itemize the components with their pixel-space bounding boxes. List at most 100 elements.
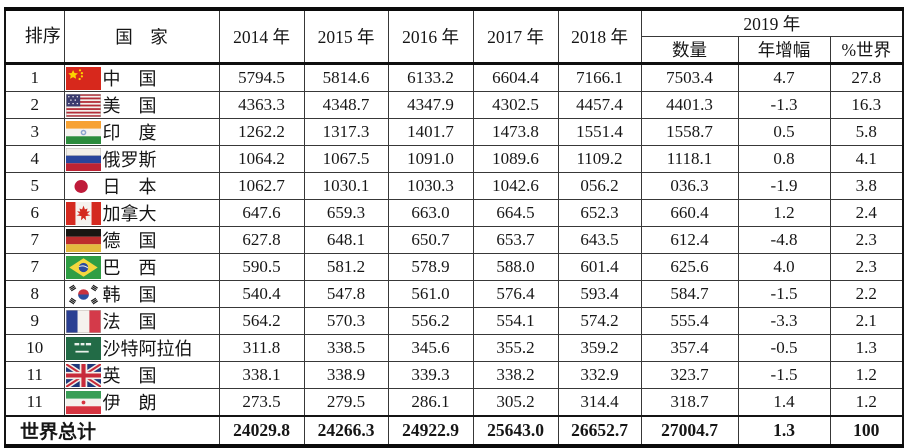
value-cell: 643.5 xyxy=(557,226,642,254)
country-cell: 印 度 xyxy=(63,118,220,146)
value-cell: 659.3 xyxy=(303,199,389,227)
value-cell: 4363.3 xyxy=(218,91,305,119)
value-cell: 647.6 xyxy=(218,199,305,227)
flag-icon-china xyxy=(65,66,101,90)
header-row-sub: 数量 年增幅 %世界 xyxy=(5,36,904,65)
country-cell: 德 国 xyxy=(63,226,220,254)
value-cell: -3.3 xyxy=(737,307,831,335)
value-cell: 547.8 xyxy=(303,280,389,308)
rank-cell: 2 xyxy=(4,91,65,119)
table-footer: 世界总计 24029.8 24266.3 24922.9 25643.0 266… xyxy=(4,415,904,447)
value-cell: 1089.6 xyxy=(472,145,559,173)
rank-cell: 10 xyxy=(4,334,65,362)
value-cell: 6604.4 xyxy=(472,63,559,92)
country-cell: 日 本 xyxy=(63,172,220,200)
table-row: 7 巴 西 590.5 581.2 578.9 588.0 601.4 625.6 4.0 2.3 xyxy=(4,253,904,281)
country-cell: 韩 国 xyxy=(63,280,220,308)
value-cell: 4348.7 xyxy=(303,91,389,119)
value-cell: 2.4 xyxy=(829,199,904,227)
value-cell: 1317.3 xyxy=(303,118,389,146)
value-cell: 625.6 xyxy=(640,253,739,281)
header-2019-growth: 年增幅 xyxy=(737,36,831,65)
rank-cell: 3 xyxy=(4,118,65,146)
total-row: 世界总计 24029.8 24266.3 24922.9 25643.0 266… xyxy=(4,415,904,447)
value-cell: 4401.3 xyxy=(640,91,739,119)
flag-icon-canada xyxy=(65,201,101,225)
value-cell: -4.8 xyxy=(737,226,831,254)
country-wrap: 加拿大 xyxy=(65,201,218,226)
value-cell: -1.5 xyxy=(737,361,831,389)
value-cell: 3.8 xyxy=(829,172,904,200)
country-cell: 英 国 xyxy=(63,361,220,389)
value-cell: 27.8 xyxy=(829,63,904,92)
value-cell: 561.0 xyxy=(387,280,474,308)
country-name: 沙特阿拉伯 xyxy=(102,339,193,359)
country-cell: 法 国 xyxy=(63,307,220,335)
country-wrap: 中 国 xyxy=(65,65,218,91)
rank-cell: 9 xyxy=(4,307,65,335)
value-cell: 4347.9 xyxy=(387,91,474,119)
value-cell: 1558.7 xyxy=(640,118,739,146)
value-cell: 2.1 xyxy=(829,307,904,335)
value-cell: 036.3 xyxy=(640,172,739,200)
value-cell: 1118.1 xyxy=(640,145,739,173)
value-cell: 1.3 xyxy=(829,334,904,362)
country-wrap: 美 国 xyxy=(65,93,218,118)
value-cell: 1473.8 xyxy=(472,118,559,146)
value-cell: -1.3 xyxy=(737,91,831,119)
flag-icon-india xyxy=(65,120,101,144)
header-row-main: 排序 国 家 2014 年 2015 年 2016 年 2017 年 2018 … xyxy=(4,8,904,65)
value-cell: 1064.2 xyxy=(218,145,305,173)
total-label: 世界总计 xyxy=(4,415,220,447)
value-cell: 554.1 xyxy=(472,307,559,335)
value-cell: 339.3 xyxy=(387,361,474,389)
flag-icon-south-korea xyxy=(65,282,101,306)
country-cell: 巴 西 xyxy=(63,253,220,281)
value-cell: 664.5 xyxy=(472,199,559,227)
value-cell: 7166.1 xyxy=(557,63,642,92)
value-cell: 357.4 xyxy=(640,334,739,362)
table-header: 排序 国 家 2014 年 2015 年 2016 年 2017 年 2018 … xyxy=(4,8,904,65)
flag-icon-russia xyxy=(65,147,101,171)
table-row: 3 印 度 1262.2 1317.3 1401.7 1473.8 1551.4 1558.7… xyxy=(4,118,904,146)
value-cell: 338.9 xyxy=(303,361,389,389)
value-cell: 2.3 xyxy=(829,226,904,254)
country-wrap: 日 本 xyxy=(65,174,218,199)
rank-cell: 1 xyxy=(4,63,65,92)
total-2019-growth: 1.3 xyxy=(737,415,831,447)
value-cell: 338.5 xyxy=(303,334,389,362)
value-cell: 1.2 xyxy=(737,199,831,227)
country-name: 中 国 xyxy=(102,69,157,89)
value-cell: 286.1 xyxy=(387,388,474,417)
value-cell: 2.2 xyxy=(829,280,904,308)
country-name: 德 国 xyxy=(102,231,157,251)
value-cell: 578.9 xyxy=(387,253,474,281)
value-cell: -1.9 xyxy=(737,172,831,200)
country-name: 伊 朗 xyxy=(102,393,157,413)
value-cell: 1091.0 xyxy=(387,145,474,173)
value-cell: 056.2 xyxy=(557,172,642,200)
value-cell: 556.2 xyxy=(387,307,474,335)
value-cell: 584.7 xyxy=(640,280,739,308)
value-cell: -0.5 xyxy=(737,334,831,362)
header-2019-world-share: %世界 xyxy=(829,36,904,65)
table-row: 11 伊 朗 273.5 279.5 286.1 305.2 314.4 318.7 1.4 1.… xyxy=(4,388,904,417)
header-2019-quantity: 数量 xyxy=(640,36,739,65)
value-cell: 4457.4 xyxy=(557,91,642,119)
value-cell: 1.4 xyxy=(737,388,831,417)
country-cell: 俄罗斯 xyxy=(63,145,220,173)
value-cell: 345.6 xyxy=(387,334,474,362)
country-cell: 中 国 xyxy=(63,63,220,92)
value-cell: 1.2 xyxy=(829,361,904,389)
value-cell: 16.3 xyxy=(829,91,904,119)
table-row: 2 美 国 4363.3 4348.7 4347.9 4302.5 4457.4 4401.3… xyxy=(4,91,904,119)
table-row: 9 法 国 564.2 570.3 556.2 554.1 574.2 555.4 -3.3 2.… xyxy=(4,307,904,335)
table-row: 5 日 本 1062.7 1030.1 1030.3 1042.6 056.2 036.3 -1… xyxy=(4,172,904,200)
value-cell: 593.4 xyxy=(557,280,642,308)
rank-cell: 8 xyxy=(4,280,65,308)
country-wrap: 法 国 xyxy=(65,309,218,334)
value-cell: 4.7 xyxy=(737,63,831,92)
country-name: 俄罗斯 xyxy=(102,150,157,170)
value-cell: 338.2 xyxy=(472,361,559,389)
